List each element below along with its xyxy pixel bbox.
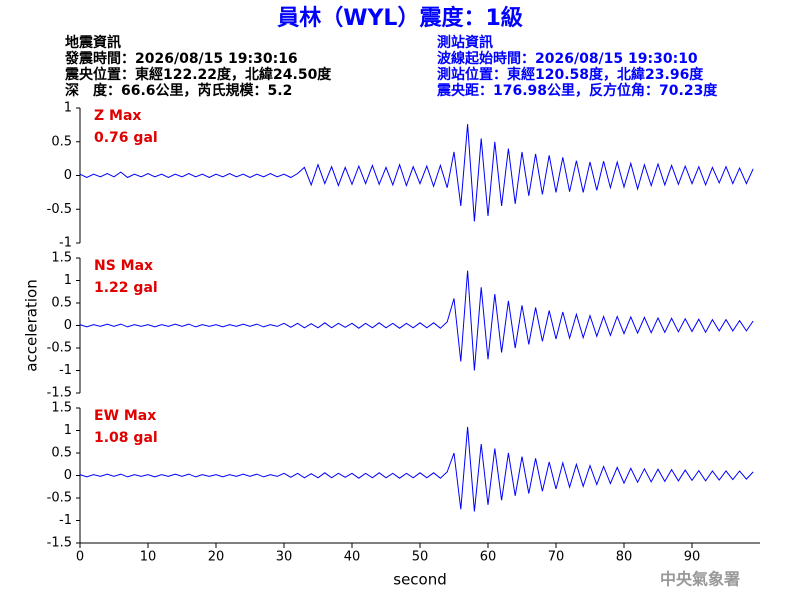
x-tick-label: 90 [684, 550, 701, 565]
x-tick-label: 60 [480, 550, 497, 565]
x-tick-label: 0 [76, 550, 84, 565]
y-tick-label: 1 [64, 273, 72, 288]
annotation: NS Max [94, 258, 153, 274]
quake-info: 地震資訊 [65, 34, 121, 51]
y-tick-label: 0.5 [51, 134, 72, 149]
chart-title: 員林（WYL）震度：1級 [276, 5, 523, 31]
y-tick-label: 0.5 [51, 446, 72, 461]
quake-info: 發震時間：2026/08/15 19:30:16 [64, 50, 298, 67]
quake-info: 震央位置：東經122.22度，北緯24.50度 [64, 66, 332, 83]
x-axis-label: second [393, 571, 447, 589]
annotation: Z Max [94, 108, 141, 124]
waveform [79, 426, 754, 512]
y-tick-label: -1.5 [47, 536, 72, 551]
x-tick-label: 20 [208, 550, 225, 565]
y-tick-label: 1 [64, 423, 72, 438]
y-tick-label: -1 [59, 513, 72, 528]
y-tick-label: 1.5 [51, 251, 72, 266]
x-tick-label: 40 [344, 550, 361, 565]
y-tick-label: 1 [64, 101, 72, 116]
x-tick-label: 70 [548, 550, 565, 565]
y-tick-label: -1.5 [47, 386, 72, 401]
footer: 中央氣象署 [660, 570, 740, 589]
x-tick-label: 30 [276, 550, 293, 565]
station-info: 測站位置：東經120.58度，北緯23.96度 [437, 66, 704, 83]
waveform [79, 270, 754, 371]
station-info: 波線起始時間：2026/08/15 19:30:10 [437, 50, 698, 67]
annotation: 1.22 gal [94, 280, 158, 296]
y-tick-label: 1.5 [51, 401, 72, 416]
x-tick-label: 50 [412, 550, 429, 565]
y-tick-label: -0.5 [47, 202, 72, 217]
y-tick-label: 0 [64, 468, 72, 483]
annotation: EW Max [94, 408, 156, 424]
quake-info: 深 度：66.6公里，芮氏規模：5.2 [65, 82, 292, 99]
y-tick-label: -0.5 [47, 341, 72, 356]
y-tick-label: -0.5 [47, 491, 72, 506]
annotation: 0.76 gal [94, 130, 158, 146]
y-tick-label: 0.5 [51, 296, 72, 311]
waveform [79, 124, 754, 222]
y-tick-label: -1 [59, 363, 72, 378]
x-tick-label: 80 [616, 550, 633, 565]
y-tick-label: 0 [64, 318, 72, 333]
annotation: 1.08 gal [94, 430, 158, 446]
station-info: 測站資訊 [437, 34, 493, 51]
station-info: 震央距：176.98公里，反方位角：70.23度 [436, 82, 718, 99]
y-tick-label: 0 [64, 168, 72, 183]
y-tick-label: -1 [59, 236, 72, 251]
y-axis-label: acceleration [23, 279, 41, 371]
x-tick-label: 10 [140, 550, 157, 565]
